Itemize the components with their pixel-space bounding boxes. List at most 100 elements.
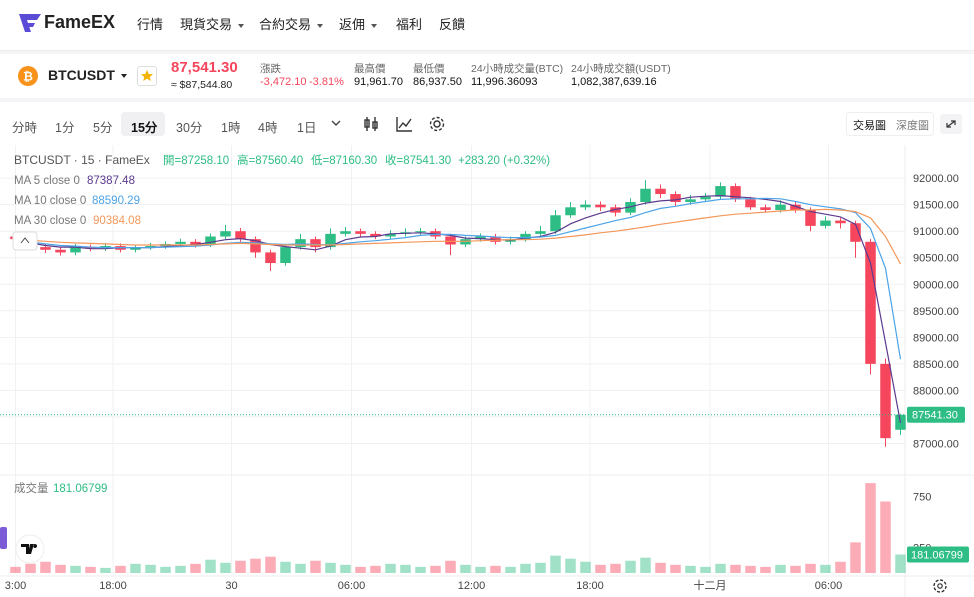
candle-body [265, 252, 276, 264]
candle [700, 192, 711, 203]
volume-bar [25, 563, 36, 573]
stat-value: 86,937.50 [413, 76, 462, 88]
volume-bar [100, 567, 111, 573]
indicator-button[interactable] [396, 117, 412, 132]
side-tab[interactable] [0, 527, 7, 549]
candle [550, 209, 561, 234]
volume-bar [400, 564, 411, 573]
volume-bar [310, 560, 321, 573]
volume-bar [805, 563, 816, 573]
candle-body [205, 236, 216, 245]
candle-body [550, 215, 561, 232]
candle [880, 358, 891, 447]
volume-bar [820, 564, 831, 573]
candle-body [280, 247, 291, 264]
ma-line [15, 208, 902, 265]
candle [535, 225, 546, 237]
y-tick-label: 89000.00 [913, 332, 959, 344]
logo-text[interactable]: FameEX [44, 12, 116, 32]
candle-body [865, 241, 876, 364]
volume-bar [220, 562, 231, 573]
last-price: 87,541.30 [171, 59, 238, 76]
view-tab[interactable]: 深度圖 [896, 120, 929, 132]
y-tick-label: 91500.00 [913, 200, 959, 212]
volume-bar [205, 559, 216, 573]
interval-button[interactable]: 1日 [297, 121, 317, 135]
last-volume-box [907, 546, 969, 563]
candle-body [325, 233, 336, 248]
interval-button[interactable]: 1時 [221, 121, 241, 135]
interval-button[interactable]: 30分 [176, 121, 203, 135]
candle [145, 242, 156, 250]
nav-item[interactable]: 返佣 [339, 14, 378, 33]
stat-value: 1,082,387,639.16 [571, 76, 657, 88]
nav-item[interactable]: 福利 [396, 17, 423, 32]
volume-bar [385, 563, 396, 573]
favorite-button[interactable] [137, 66, 157, 86]
candle-body [595, 204, 606, 208]
candle-body [340, 231, 351, 234]
candle [415, 228, 426, 236]
nav-item[interactable]: 現貨交易 [180, 14, 245, 33]
candle [295, 233, 306, 250]
candle [565, 202, 576, 218]
candle [130, 244, 141, 253]
ticker-bar [0, 51, 974, 102]
symbol: BTCUSDT [48, 67, 115, 83]
y-tick-label: 90000.00 [913, 279, 959, 291]
candle [355, 228, 366, 238]
interval-button[interactable]: 4時 [258, 121, 278, 135]
candle-body [805, 209, 816, 226]
symbol-select[interactable]: BTCUSDT [48, 67, 127, 83]
candle-type-button[interactable] [364, 117, 378, 131]
candle-body [370, 233, 381, 237]
ohlc-legend: 開=87258.10 [163, 154, 229, 167]
candle-body [655, 188, 666, 195]
volume-bar [685, 565, 696, 573]
candle-body [385, 233, 396, 237]
candle [655, 184, 666, 199]
volume-bar [655, 562, 666, 573]
x-tick-label: 3:00 [5, 580, 26, 592]
candle [790, 201, 801, 213]
y-tick-label: 90500.00 [913, 253, 959, 265]
nav-item[interactable]: 反饋 [439, 17, 466, 32]
volume-bar [625, 560, 636, 573]
more-intervals[interactable] [330, 117, 342, 129]
view-tab[interactable]: 交易圖 [853, 120, 886, 132]
candle-body [235, 231, 246, 240]
volume-bar [175, 565, 186, 573]
stat-label: 最低價 [413, 63, 445, 75]
fullscreen-button[interactable] [940, 114, 962, 134]
view-tabs [846, 112, 934, 136]
volume-bar [130, 563, 141, 573]
x-tick-label: 06:00 [338, 580, 366, 592]
tv-logo [21, 544, 38, 554]
candle [580, 200, 591, 210]
settings-button[interactable] [429, 116, 445, 132]
settings-gear[interactable] [933, 579, 947, 593]
ohlc-legend: 高=87560.40 [237, 153, 303, 167]
candle-body [775, 204, 786, 210]
candle-body [535, 231, 546, 234]
interval-button[interactable]: 15分 [131, 121, 158, 135]
ma-legend-value: 88590.29 [92, 195, 140, 207]
chart-title: BTCUSDT · 15 · FameEx [14, 153, 150, 167]
interval-button[interactable]: 5分 [93, 121, 113, 135]
nav-item[interactable]: 行情 [137, 17, 164, 32]
stat-label: 24小時成交量(BTC) [471, 63, 564, 75]
collapse-button[interactable] [12, 231, 38, 251]
interval-button[interactable]: 分時 [12, 121, 38, 135]
candle-body [790, 204, 801, 210]
candle-body [685, 199, 696, 203]
interval-button[interactable]: 1分 [55, 121, 75, 135]
candle [640, 180, 651, 205]
x-tick-label: 18:00 [99, 580, 127, 592]
nav-item[interactable]: 合約交易 [259, 14, 324, 33]
ohlc-legend: 收=87541.30 [385, 153, 451, 167]
candle-body [220, 231, 231, 237]
ma-legend-value: 87387.48 [87, 175, 135, 187]
candle-body [250, 239, 261, 253]
volume-bar [580, 561, 591, 573]
candle [445, 233, 456, 256]
